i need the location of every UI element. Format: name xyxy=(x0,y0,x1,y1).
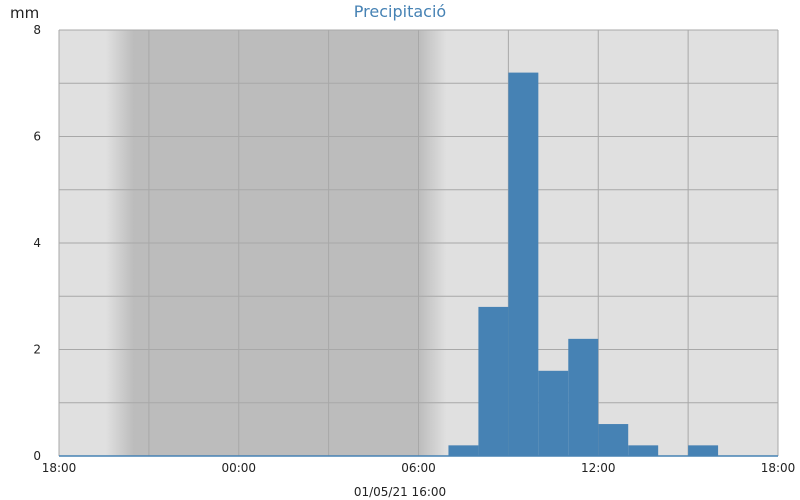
timestamp-footer: 01/05/21 16:00 xyxy=(353,485,447,499)
y-axis-ticks: 0 2 4 6 8 xyxy=(33,23,41,463)
y-tick-label: 8 xyxy=(33,23,41,37)
precipitation-bar xyxy=(538,370,569,456)
precipitation-bar xyxy=(568,338,599,456)
x-tick-label: 12:00 xyxy=(581,461,616,475)
x-tick-label: 18:00 xyxy=(42,461,77,475)
x-tick-label: 06:00 xyxy=(401,461,436,475)
y-tick-label: 4 xyxy=(33,236,41,250)
precipitation-bar xyxy=(628,445,659,456)
precipitation-bar xyxy=(478,306,509,456)
x-tick-label: 18:00 xyxy=(761,461,796,475)
x-axis-ticks: 18:00 00:00 06:00 12:00 18:00 xyxy=(42,461,796,475)
y-tick-label: 2 xyxy=(33,343,41,357)
precipitation-bar xyxy=(508,72,539,456)
y-tick-label: 6 xyxy=(33,130,41,144)
precipitation-bar xyxy=(448,445,479,456)
grid-lines xyxy=(58,29,779,457)
chart-title: Precipitació xyxy=(353,2,447,21)
precipitation-bar xyxy=(688,445,719,456)
y-tick-label: 0 xyxy=(33,449,41,463)
precipitation-bar xyxy=(598,424,629,456)
y-axis-unit-label: mm xyxy=(10,4,40,22)
x-tick-label: 00:00 xyxy=(221,461,256,475)
bars xyxy=(448,72,719,456)
